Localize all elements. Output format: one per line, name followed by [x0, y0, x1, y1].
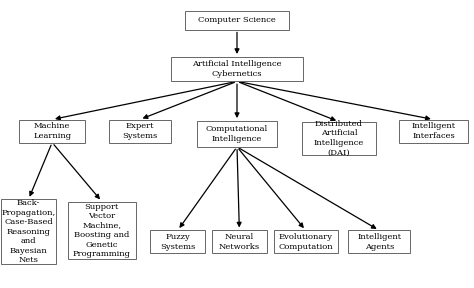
Text: Expert
Systems: Expert Systems: [122, 122, 157, 140]
Text: Machine
Learning: Machine Learning: [33, 122, 71, 140]
Text: Intelligent
Agents: Intelligent Agents: [357, 233, 401, 251]
FancyBboxPatch shape: [302, 122, 375, 155]
FancyBboxPatch shape: [399, 120, 468, 143]
FancyBboxPatch shape: [185, 11, 289, 30]
Text: Evolutionary
Computation: Evolutionary Computation: [278, 233, 333, 251]
Text: Support
Vector
Machine,
Boosting and
Genetic
Programming: Support Vector Machine, Boosting and Gen…: [73, 203, 131, 258]
FancyBboxPatch shape: [19, 120, 85, 143]
FancyBboxPatch shape: [212, 230, 266, 253]
FancyBboxPatch shape: [151, 230, 205, 253]
Text: Neural
Networks: Neural Networks: [219, 233, 260, 251]
FancyBboxPatch shape: [171, 57, 303, 81]
FancyBboxPatch shape: [348, 230, 410, 253]
Text: Computer Science: Computer Science: [198, 16, 276, 24]
Text: Intelligent
Interfaces: Intelligent Interfaces: [411, 122, 456, 140]
FancyBboxPatch shape: [197, 121, 277, 147]
FancyBboxPatch shape: [1, 199, 56, 264]
Text: Distributed
Artificial
Intelligence
(DAI): Distributed Artificial Intelligence (DAI…: [314, 120, 364, 156]
Text: Artificial Intelligence
Cybernetics: Artificial Intelligence Cybernetics: [192, 60, 282, 78]
Text: Fuzzy
Systems: Fuzzy Systems: [160, 233, 195, 251]
Text: Back-
Propagation,
Case-Based
Reasoning
and
Bayesian
Nets: Back- Propagation, Case-Based Reasoning …: [1, 199, 55, 264]
FancyBboxPatch shape: [109, 120, 171, 143]
FancyBboxPatch shape: [274, 230, 337, 253]
FancyBboxPatch shape: [67, 202, 136, 259]
Text: Computational
Intelligence: Computational Intelligence: [206, 125, 268, 143]
